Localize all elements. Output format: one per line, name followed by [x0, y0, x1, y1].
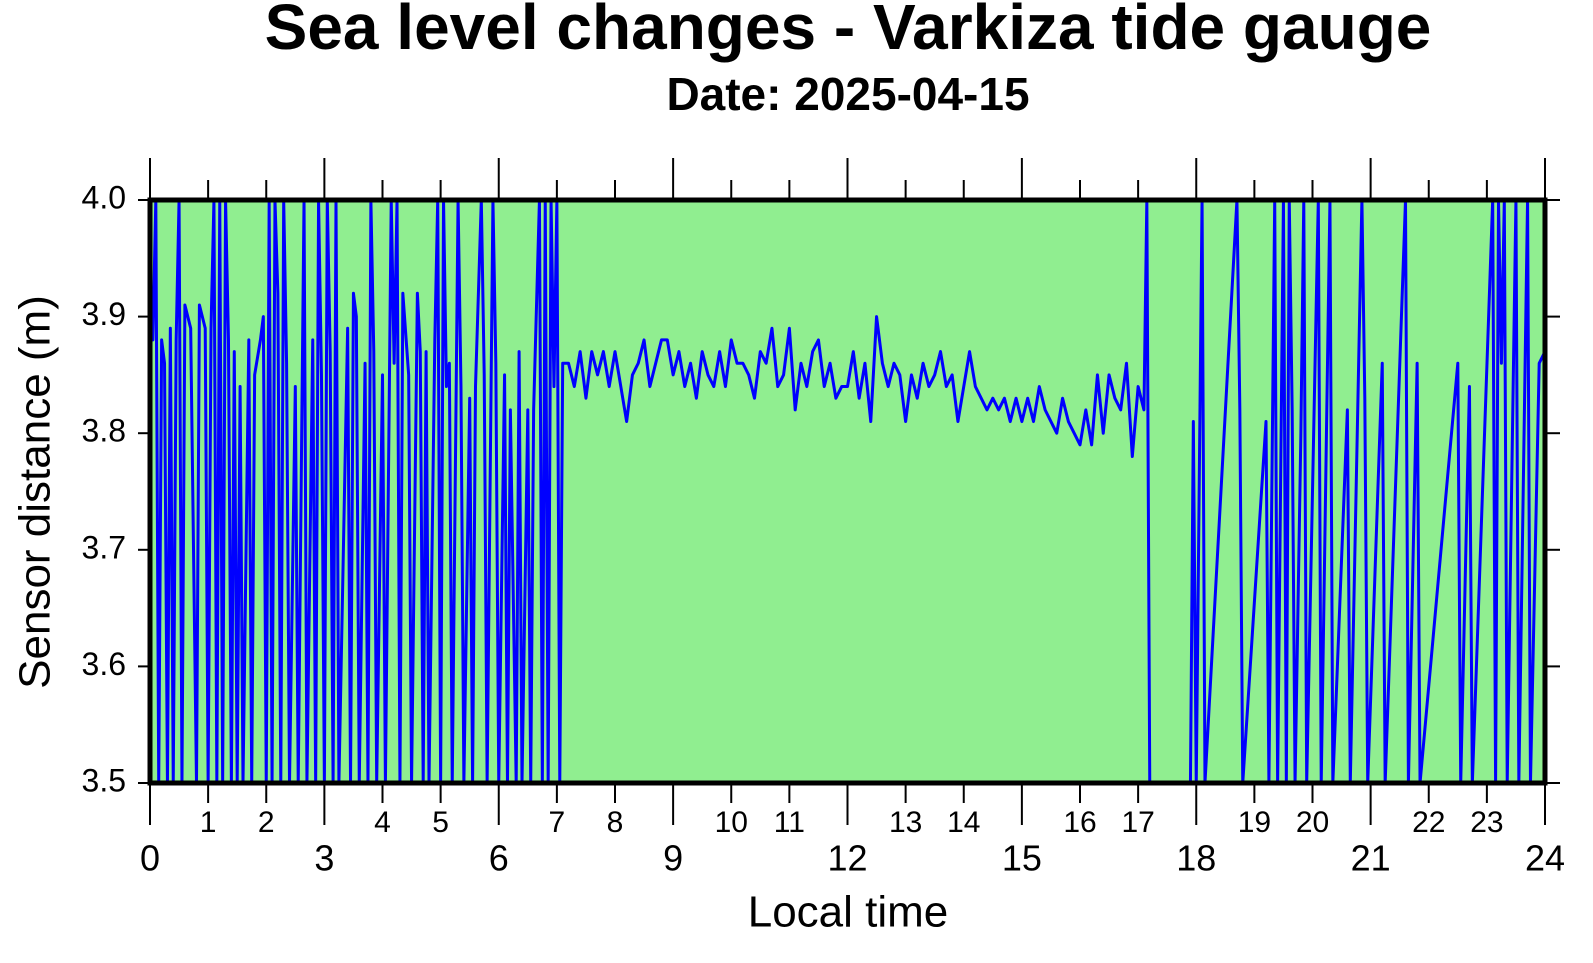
x-minor-tick-label: 13	[889, 806, 922, 839]
y-axis-label: Sensor distance (m)	[11, 295, 60, 689]
x-minor-tick-label: 22	[1412, 806, 1445, 839]
x-tick-label: 18	[1176, 838, 1216, 879]
chart-subtitle: Date: 2025-04-15	[666, 68, 1029, 120]
x-minor-tick-label: 2	[258, 806, 275, 839]
x-tick-label: 15	[1002, 838, 1042, 879]
x-minor-tick-label: 19	[1238, 806, 1271, 839]
x-minor-tick-label: 7	[549, 806, 566, 839]
x-tick-label: 6	[489, 838, 509, 879]
y-tick-label: 4.0	[82, 179, 126, 215]
x-minor-tick-label: 8	[607, 806, 624, 839]
y-tick-label: 3.8	[82, 413, 126, 449]
x-minor-tick-label: 17	[1121, 806, 1154, 839]
chart-title: Sea level changes - Varkiza tide gauge	[265, 0, 1432, 63]
data-line	[150, 200, 1545, 783]
x-minor-tick-label: 5	[432, 806, 449, 839]
x-tick-label: 12	[827, 838, 867, 879]
x-minor-tick-label: 20	[1296, 806, 1329, 839]
x-tick-label: 24	[1525, 838, 1565, 879]
x-minor-tick-label: 10	[715, 806, 748, 839]
y-tick-label: 3.6	[82, 646, 126, 682]
x-minor-tick-label: 23	[1470, 806, 1503, 839]
y-tick-label: 3.7	[82, 529, 126, 565]
x-minor-tick-label: 1	[200, 806, 217, 839]
x-minor-tick-label: 11	[774, 806, 805, 839]
x-minor-tick-label: 14	[947, 806, 980, 839]
y-tick-label: 3.5	[82, 762, 126, 798]
x-tick-label: 0	[140, 838, 160, 879]
x-tick-label: 3	[314, 838, 334, 879]
x-axis-label: Local time	[748, 888, 949, 937]
y-tick-label: 3.9	[82, 296, 126, 332]
x-minor-tick-label: 16	[1063, 806, 1096, 839]
x-minor-tick-label: 4	[374, 806, 391, 839]
x-tick-label: 9	[663, 838, 683, 879]
x-tick-label: 21	[1351, 838, 1391, 879]
